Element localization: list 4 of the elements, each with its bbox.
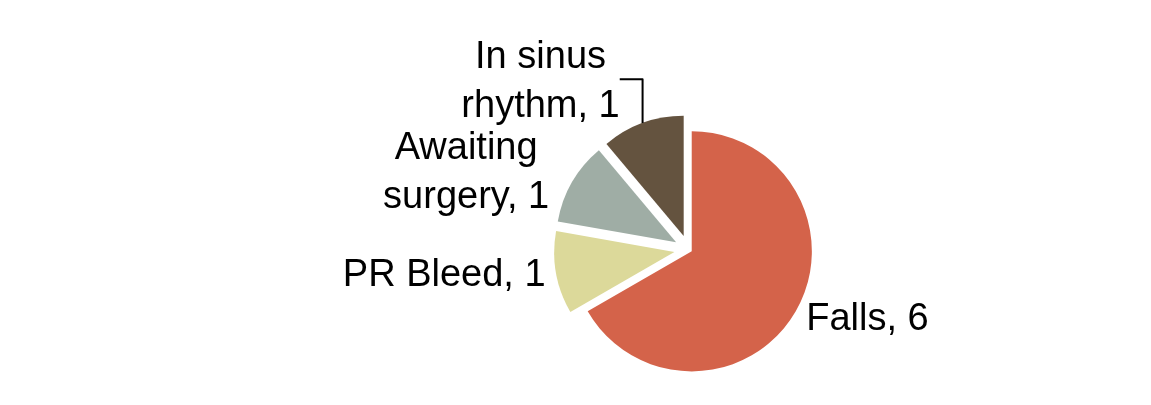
slice-label: Falls, 6 [806, 295, 929, 338]
slice-label: In sinus rhythm, 1 [461, 33, 620, 126]
slice-label: PR Bleed, 1 [342, 252, 546, 295]
slice-label: Awaiting surgery, 1 [383, 125, 550, 217]
